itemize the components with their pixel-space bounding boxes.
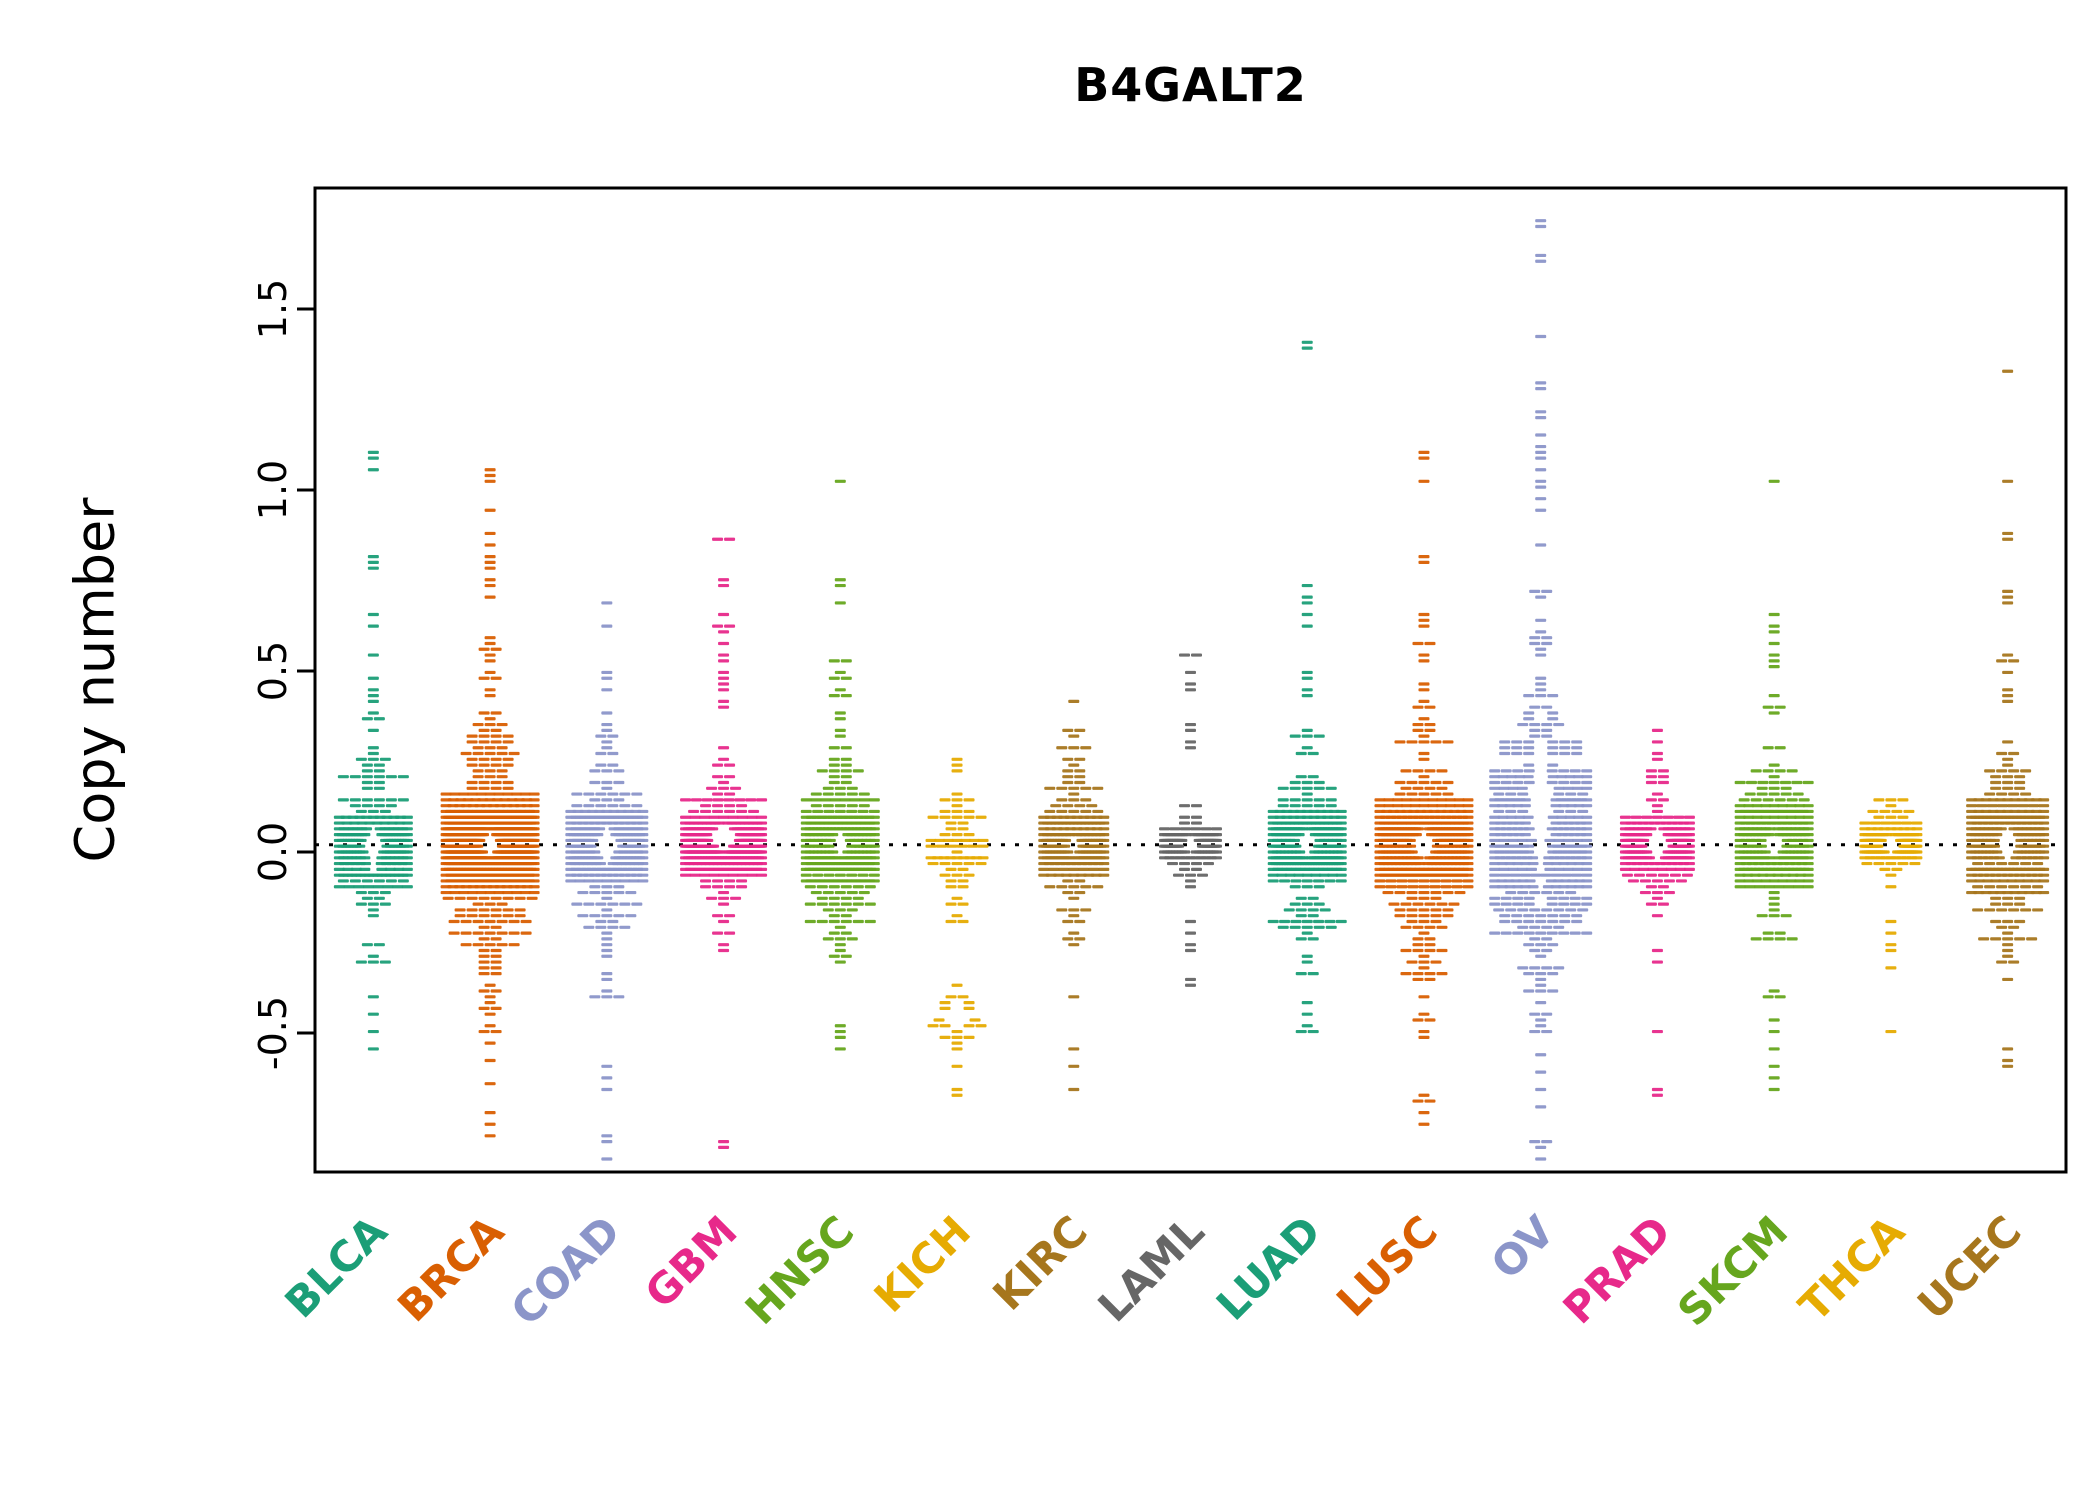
plot-box xyxy=(313,186,2068,1174)
x-category-label-ov: OV xyxy=(1482,1206,1564,1288)
swarm-hnsc xyxy=(800,479,880,1051)
x-category-label-blca: BLCA xyxy=(275,1206,396,1327)
x-category-label-gbm: GBM xyxy=(635,1206,746,1317)
x-category-label-brca: BRCA xyxy=(388,1206,513,1331)
y-tick-label: 0.0 xyxy=(251,822,295,882)
swarm-prad xyxy=(1619,728,1695,1097)
swarm-thca xyxy=(1859,798,1923,1034)
x-category-label-luad: LUAD xyxy=(1207,1206,1330,1329)
swarm-skcm xyxy=(1734,479,1814,1092)
swarm-coad xyxy=(565,601,649,1161)
swarm-ov xyxy=(1489,219,1593,1161)
swarms xyxy=(333,219,2050,1161)
x-category-label-kirc: KIRC xyxy=(983,1206,1096,1319)
swarm-gbm xyxy=(680,537,768,1149)
x-category-label-hnsc: HNSC xyxy=(736,1206,864,1334)
x-category-label-laml: LAML xyxy=(1089,1206,1214,1331)
y-tick-label: 0.5 xyxy=(251,641,295,701)
swarm-lusc xyxy=(1374,450,1474,1126)
x-category-label-ucec: UCEC xyxy=(1908,1206,2031,1329)
x-category-label-thca: THCA xyxy=(1789,1206,1914,1331)
y-tick-label: 1.5 xyxy=(251,279,295,339)
y-tick-label: -0.5 xyxy=(251,996,295,1070)
swarm-laml xyxy=(1159,653,1222,987)
x-category-label-skcm: SKCM xyxy=(1668,1206,1797,1335)
x-category-label-kich: KICH xyxy=(865,1206,980,1321)
swarm-ucec xyxy=(1966,369,2050,1068)
swarm-kich xyxy=(925,757,989,1097)
chart-title: B4GALT2 xyxy=(1074,58,1307,112)
swarm-luad xyxy=(1267,340,1347,1034)
swarm-kirc xyxy=(1038,699,1110,1092)
x-category-label-lusc: LUSC xyxy=(1327,1206,1447,1326)
swarm-blca xyxy=(333,450,413,1051)
x-category-label-prad: PRAD xyxy=(1554,1206,1681,1333)
swarm-brca xyxy=(440,468,540,1138)
y-tick-label: 1.0 xyxy=(251,460,295,520)
x-category-label-coad: COAD xyxy=(501,1206,630,1335)
